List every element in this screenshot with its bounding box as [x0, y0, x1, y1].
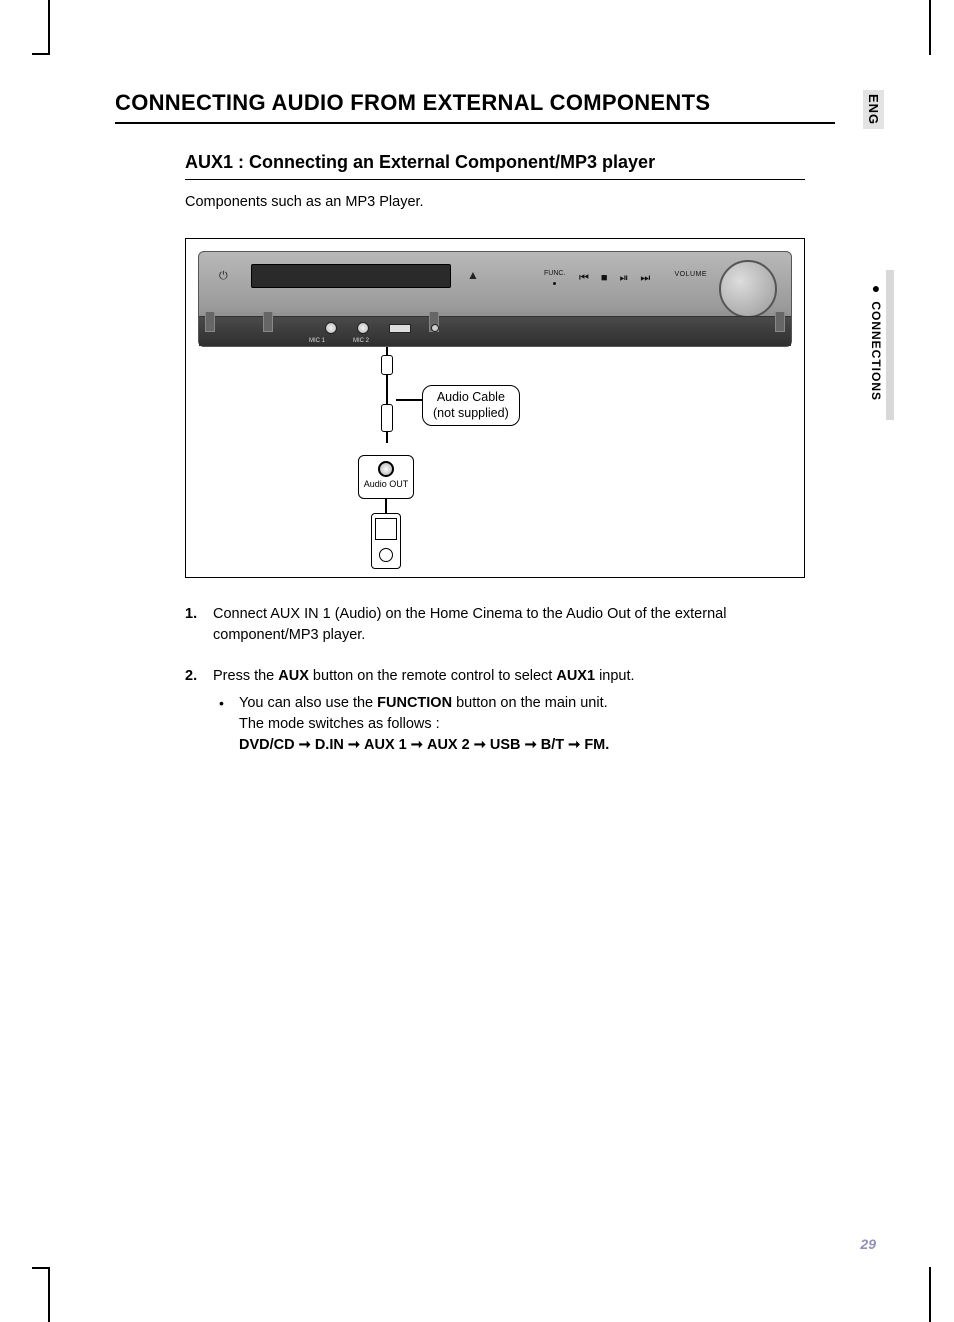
port-labels: MIC 1 MIC 2 — [309, 338, 369, 344]
crop-mark-br — [929, 1267, 932, 1322]
page-content: CONNECTING AUDIO FROM EXTERNAL COMPONENT… — [115, 90, 835, 776]
bullet-icon: • — [219, 693, 229, 756]
sub-c: button on the main unit. — [452, 695, 608, 711]
audio-out-label: Audio OUT — [359, 479, 413, 489]
page-title: CONNECTING AUDIO FROM EXTERNAL COMPONENT… — [115, 90, 835, 124]
usb-port — [389, 324, 411, 333]
audio-out-box: Audio OUT — [358, 455, 414, 499]
section-title: AUX1 : Connecting an External Component/… — [185, 152, 805, 180]
mode-5: B/T — [541, 737, 564, 753]
front-ports — [265, 322, 439, 334]
mode-3: AUX 2 — [427, 737, 470, 753]
s2-d: AUX1 — [556, 668, 595, 684]
volume-dial — [719, 260, 777, 318]
arrow-3: ➞ — [474, 737, 486, 753]
mic1-jack — [325, 322, 337, 334]
mic1-label: MIC 1 — [309, 338, 325, 344]
sub-line2: The mode switches as follows : — [239, 714, 609, 735]
aux-port — [431, 324, 439, 332]
step-2-body: Press the AUX button on the remote contr… — [213, 666, 805, 756]
step-2: 2. Press the AUX button on the remote co… — [185, 666, 805, 756]
foot-right — [775, 312, 785, 332]
mode-sequence: DVD/CD ➞ D.IN ➞ AUX 1 ➞ AUX 2 ➞ USB ➞ B/… — [239, 735, 609, 756]
sub-line1: You can also use the FUNCTION button on … — [239, 693, 609, 714]
side-section-text: CONNECTIONS — [869, 301, 883, 401]
mode-4: USB — [490, 737, 521, 753]
mp3-screen — [375, 518, 397, 540]
mp3-control-ring — [379, 548, 393, 562]
crop-mark-bl — [32, 1267, 50, 1322]
step-1-body: Connect AUX IN 1 (Audio) on the Home Cin… — [213, 604, 805, 646]
s2-c: button on the remote control to select — [309, 668, 556, 684]
steps-list: 1. Connect AUX IN 1 (Audio) on the Home … — [185, 604, 805, 756]
cable-plug-mid — [381, 404, 393, 432]
mode-2: AUX 1 — [364, 737, 407, 753]
stop-icon: ■ — [601, 272, 608, 285]
page-number: 29 — [860, 1236, 876, 1252]
func-dot — [553, 282, 556, 285]
connection-diagram: ⏻ ▲ FUNC. ⏮ ■ ⏯ ⏭ VOLUME — [185, 238, 805, 578]
play-pause-icon: ⏯ — [620, 272, 629, 285]
prev-icon: ⏮ — [579, 272, 589, 285]
next-icon: ⏭ — [640, 272, 650, 285]
disc-tray — [251, 264, 451, 288]
transport-buttons: ⏮ ■ ⏯ ⏭ — [579, 272, 650, 285]
crop-mark-tl — [32, 0, 50, 55]
intro-text: Components such as an MP3 Player. — [185, 194, 835, 210]
s2-e: input. — [595, 668, 635, 684]
s2-a: Press the — [213, 668, 278, 684]
foot-left — [205, 312, 215, 332]
mp3-player-illustration — [371, 513, 401, 569]
side-section-bar — [886, 270, 894, 420]
arrow-4: ➞ — [525, 737, 537, 753]
callout-line2: (not supplied) — [433, 406, 509, 422]
side-lang-tag: ENG — [863, 90, 884, 129]
step-1: 1. Connect AUX IN 1 (Audio) on the Home … — [185, 604, 805, 646]
cable-plug-top — [381, 355, 393, 375]
callout-leader — [396, 399, 422, 401]
step-1-num: 1. — [185, 604, 203, 646]
arrow-1: ➞ — [348, 737, 360, 753]
mode-1: D.IN — [315, 737, 344, 753]
arrow-5: ➞ — [568, 737, 580, 753]
callout-box: Audio Cable (not supplied) — [422, 385, 520, 426]
device-illustration: ⏻ ▲ FUNC. ⏮ ■ ⏯ ⏭ VOLUME — [198, 251, 792, 347]
mode-0: DVD/CD — [239, 737, 295, 753]
s2-b: AUX — [278, 668, 309, 684]
mic2-label: MIC 2 — [353, 338, 369, 344]
func-label: FUNC. — [544, 270, 565, 277]
step-2-num: 2. — [185, 666, 203, 756]
audio-out-jack — [378, 461, 394, 477]
callout-line1: Audio Cable — [433, 390, 509, 406]
sub-a: You can also use the — [239, 695, 377, 711]
audio-out-tail — [385, 499, 387, 513]
crop-mark-tr — [929, 0, 932, 55]
arrow-0: ➞ — [299, 737, 311, 753]
step-2-line: Press the AUX button on the remote contr… — [213, 666, 805, 687]
sub-b: FUNCTION — [377, 695, 452, 711]
volume-label: VOLUME — [674, 271, 707, 278]
side-section-label: ● CONNECTIONS — [868, 280, 884, 401]
eject-icon: ▲ — [467, 268, 479, 282]
power-icon: ⏻ — [219, 270, 228, 283]
arrow-2: ➞ — [411, 737, 423, 753]
sub-body: You can also use the FUNCTION button on … — [239, 693, 609, 756]
mode-6: FM — [584, 737, 605, 753]
step-2-sub: • You can also use the FUNCTION button o… — [219, 693, 805, 756]
mic2-jack — [357, 322, 369, 334]
side-section-bullet: ● — [868, 280, 884, 297]
